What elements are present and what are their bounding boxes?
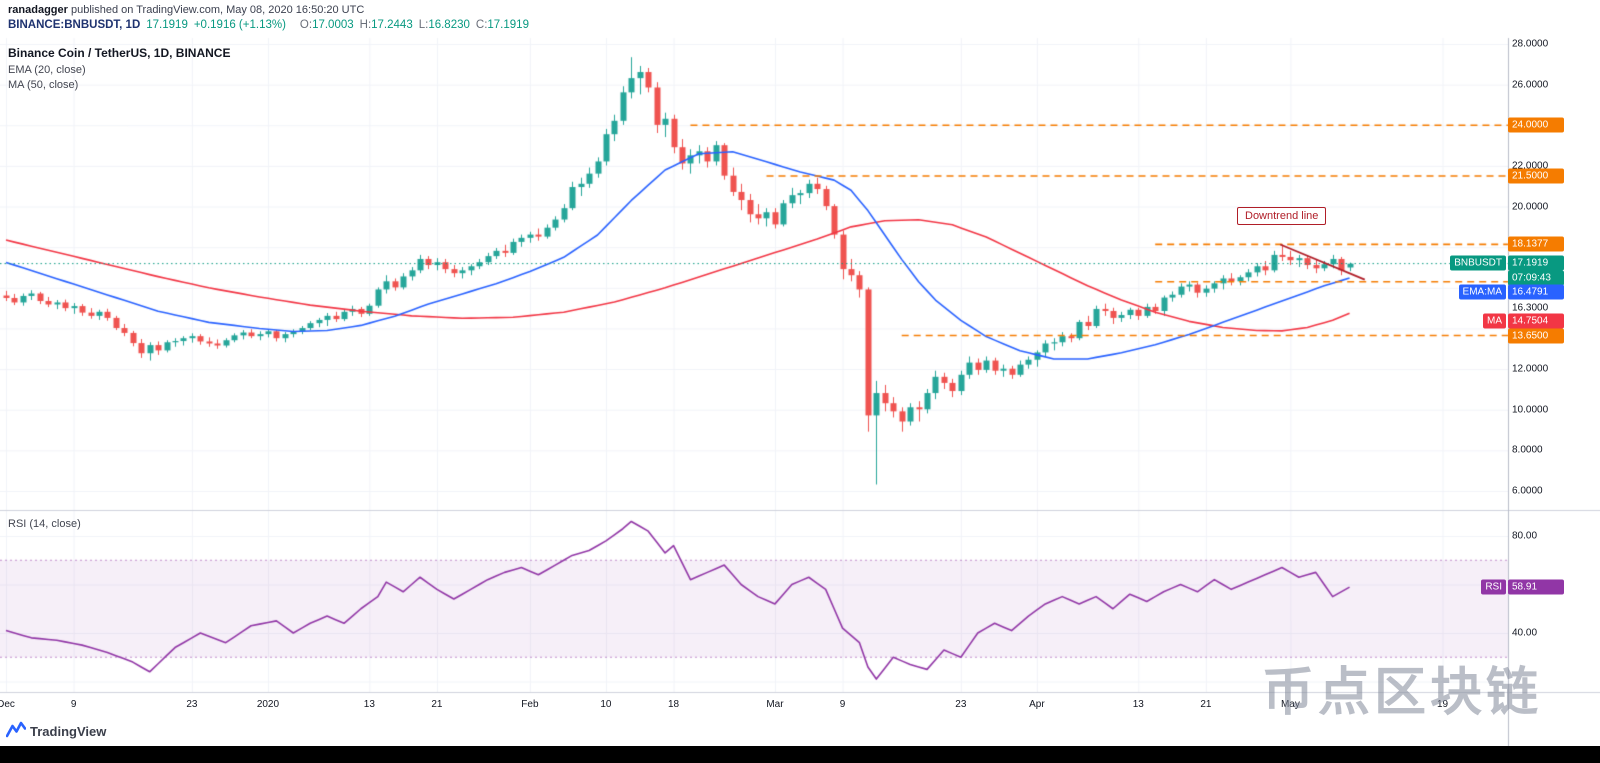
price-tick-label: 26.0000 [1512,79,1549,91]
site-watermark: 币点区块链 [1262,664,1543,722]
publish-text: published on TradingView.com, May 08, 20… [67,4,365,16]
legend-ma[interactable]: MA (50, close) [8,79,79,91]
tradingview-logo[interactable]: TradingView [5,720,107,743]
level-price-label: 13.6500 [1508,328,1564,344]
level-price-label: 24.0000 [1508,117,1564,133]
time-tick-label: 13 [1132,699,1144,710]
downtrend-line-annotation[interactable]: Downtrend line [1237,207,1327,225]
time-tick-label: 13 [363,699,375,710]
time-tick-label: 18 [667,699,680,710]
rsi-tick-label: 80.00 [1512,530,1538,542]
ema-tag: EMA:MA [1458,284,1506,300]
symbol-price-tag: BNBUSDT [1450,255,1506,271]
price-tick-label: 6.0000 [1512,485,1543,497]
chart-legend-title[interactable]: Binance Coin / TetherUS, 1D, BINANCE [8,46,231,60]
ema-value-label: 16.4791 [1508,284,1564,300]
publish-line: ranadagger published on TradingView.com,… [8,4,364,16]
time-tick-label: Apr [1029,699,1045,710]
rsi-tick-label: 40.00 [1512,627,1538,639]
level-price-label: 18.1377 [1508,236,1564,252]
last-price: 17.1919 [146,19,188,31]
low-value: 16.8230 [428,19,470,31]
time-tick-label: 23 [186,699,198,710]
symbol-line: BINANCE:BNBUSDT, 1D 17.1919 +0.1916 (+1.13… [8,19,529,31]
time-tick-label: 10 [600,699,612,710]
low-key: L: [418,19,429,31]
last-price-label: 17.1919 [1508,255,1564,271]
open-value: 17.0003 [312,19,354,31]
tradingview-brand-text: TradingView [30,724,107,739]
author-name: ranadagger [8,4,68,16]
price-tick-label: 12.0000 [1512,363,1549,375]
level-price-label: 21.5000 [1508,168,1564,184]
price-tick-label: 28.0000 [1512,38,1549,50]
bar-countdown-label: 07:09:43 [1508,270,1564,285]
high-key: H: [359,19,372,31]
time-tick-label: 19 [1436,699,1449,710]
ma-value-label: 14.7504 [1508,313,1564,328]
price-tick-label: 20.0000 [1512,201,1549,213]
symbol-interval: BINANCE:BNBUSDT, 1D [8,19,141,31]
high-value: 17.2443 [371,19,413,31]
ma-tag: MA [1483,313,1506,328]
price-tick-label: 16.3000 [1512,302,1549,314]
open-key: O: [299,19,313,31]
price-tick-label: 8.0000 [1512,444,1543,456]
tradingview-logo-icon [5,720,27,743]
time-tick-label: 9 [70,699,77,710]
price-change: +0.1916 (+1.13%) [193,19,286,31]
time-tick-label: Dec [0,699,15,710]
price-tick-label: 10.0000 [1512,404,1549,416]
time-tick-label: May [1280,699,1300,710]
time-tick-label: 21 [1200,699,1212,710]
legend-rsi[interactable]: RSI (14, close) [8,518,81,530]
time-tick-label: 21 [431,699,443,710]
time-tick-label: Feb [521,699,539,710]
close-value: 17.1919 [487,19,529,31]
bottom-black-bar [0,746,1600,763]
time-tick-label: 23 [955,699,967,710]
close-key: C: [475,19,488,31]
time-tick-label: Mar [766,699,784,710]
time-tick-label: 2020 [256,699,280,710]
legend-ema[interactable]: EMA (20, close) [8,64,86,76]
rsi-tag: RSI [1481,579,1506,595]
time-tick-label: 9 [839,699,846,710]
price-tick-label: 22.0000 [1512,160,1549,172]
rsi-value-label: 58.91 [1508,579,1564,595]
